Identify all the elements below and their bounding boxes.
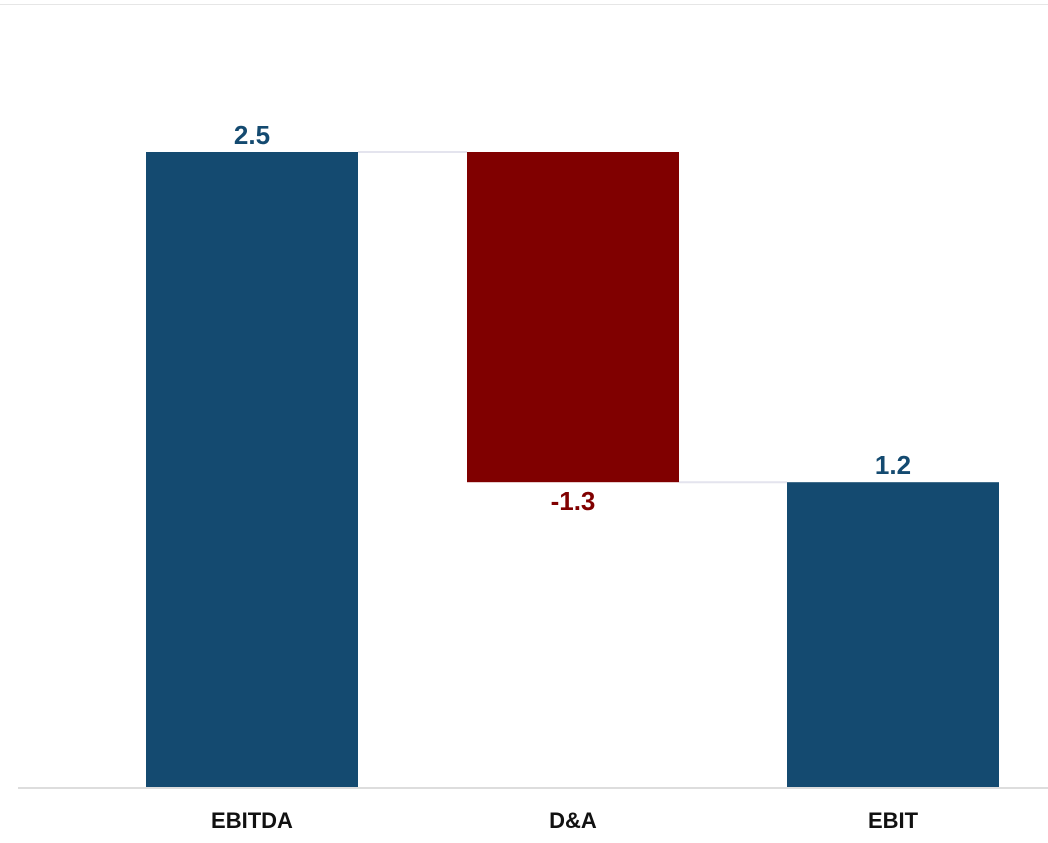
x-tick-label: EBIT bbox=[868, 808, 919, 833]
bar-d-a bbox=[467, 152, 679, 483]
x-tick-labels-group: EBITDA D&A EBIT bbox=[211, 808, 919, 833]
x-tick-label: EBITDA bbox=[211, 808, 293, 833]
x-tick-label: D&A bbox=[549, 808, 597, 833]
value-labels-group: 2.5 -1.3 1.2 bbox=[234, 120, 911, 516]
data-label: 2.5 bbox=[234, 120, 270, 150]
data-label: -1.3 bbox=[551, 486, 596, 516]
data-label: 1.2 bbox=[875, 450, 911, 480]
top-rule bbox=[0, 4, 1048, 5]
bars-group bbox=[146, 152, 999, 787]
bar-ebitda bbox=[146, 152, 358, 787]
bar-ebit bbox=[787, 482, 999, 787]
connector-lines bbox=[358, 151, 787, 484]
